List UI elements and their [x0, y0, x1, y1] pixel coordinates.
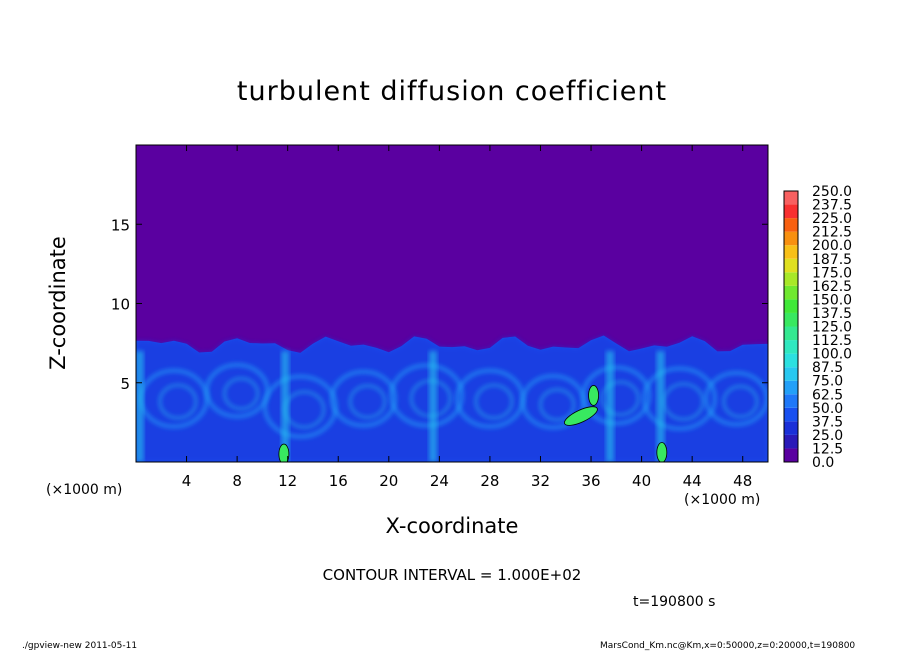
footer-left: ./gpview-new 2011-05-11: [22, 641, 138, 651]
colorbar: 0.012.525.037.550.062.575.087.5100.0112.…: [783, 184, 852, 471]
colorbar-label: 137.5: [812, 306, 852, 322]
eddy-core: [349, 384, 386, 419]
colorbar-swatch: [784, 312, 798, 327]
colorbar-swatch: [784, 258, 798, 273]
footer-right: MarsCond_Km.nc@Km,x=0:50000,z=0:20000,t=…: [600, 641, 856, 651]
x-tick-label: 20: [379, 472, 398, 490]
colorbar-swatch: [784, 231, 798, 246]
eddy: [581, 365, 651, 425]
colorbar-frame: [783, 190, 799, 463]
eddy-core: [474, 384, 513, 420]
colorbar-label: 225.0: [812, 211, 852, 227]
colorbar-swatch: [784, 394, 798, 408]
eddy: [389, 363, 464, 428]
x-tick-label: 16: [329, 472, 348, 490]
colorbar-label: 37.5: [812, 414, 843, 430]
colorbar-label: 0.0: [812, 455, 834, 471]
z-unit-label: (×1000 m): [46, 482, 123, 498]
plume: [429, 351, 438, 462]
colorbar-swatch: [784, 380, 798, 395]
colorbar-swatch: [784, 204, 798, 219]
colorbar-label: 187.5: [812, 252, 852, 268]
colorbar-swatch: [784, 434, 798, 449]
eddy: [330, 370, 397, 427]
x-tick-label: 36: [581, 472, 600, 490]
colorbar-swatch: [784, 299, 798, 313]
x-tick-label: 32: [531, 472, 550, 490]
colorbar-label: 50.0: [812, 401, 843, 417]
colorbar-swatch: [784, 407, 798, 422]
eddy: [642, 367, 717, 431]
x-tick-label: 4: [182, 472, 192, 490]
colorbar-label: 100.0: [812, 347, 852, 363]
time-label: t=190800 s: [633, 594, 716, 610]
contour-interval-label: CONTOUR INTERVAL = 1.000E+02: [322, 566, 582, 584]
colorbar-label: 250.0: [812, 184, 852, 200]
x-tick-label: 44: [683, 472, 702, 490]
plume: [606, 351, 614, 462]
x-axis: 4 8 12 16 20 24 28 32 36 40 44 48: [182, 145, 752, 490]
colorbar-label: 25.0: [812, 428, 843, 444]
y-tick-label: 10: [111, 296, 130, 314]
high-value-region: [588, 385, 599, 406]
eddy: [704, 371, 768, 426]
x-tick-label: 28: [480, 472, 499, 490]
colorbar-label: 112.5: [812, 333, 852, 349]
colorbar-swatch: [784, 191, 798, 205]
x-tick-label: 12: [278, 472, 297, 490]
x-tick-label: 40: [632, 472, 651, 490]
colorbar-label: 162.5: [812, 279, 852, 295]
colorbar-label: 87.5: [812, 360, 843, 376]
colorbar-swatch: [784, 326, 798, 341]
chart-title: turbulent diffusion coefficient: [236, 76, 668, 107]
colorbar-swatch: [784, 353, 798, 368]
colorbar-swatch: [784, 448, 798, 462]
eddy-core: [601, 380, 640, 416]
x-tick-label: 48: [733, 472, 752, 490]
plume: [136, 351, 144, 462]
y-tick-label: 5: [120, 375, 130, 393]
high-value-region: [656, 442, 668, 462]
x-tick-label: 24: [430, 472, 449, 490]
turbulent-field: [136, 335, 768, 462]
colorbar-swatch: [784, 272, 798, 286]
colorbar-swatch: [784, 245, 798, 259]
colorbar-label: 237.5: [812, 198, 852, 214]
eddy: [205, 363, 269, 418]
colorbar-label: 75.0: [812, 374, 843, 390]
plume: [656, 351, 665, 462]
eddy-core: [223, 377, 259, 410]
high-value-region: [278, 443, 290, 462]
colorbar-label: 125.0: [812, 320, 852, 336]
high-value-region: [564, 406, 598, 426]
eddy-core: [722, 385, 759, 418]
colorbar-swatch: [784, 421, 798, 435]
colorbar-label: 12.5: [812, 441, 843, 457]
eddy: [263, 374, 338, 439]
boundary-layer-shade: [136, 335, 768, 462]
colorbar-swatch: [784, 218, 798, 232]
colorbar-swatch: [784, 367, 798, 381]
colorbar-label: 62.5: [812, 387, 843, 403]
y-axis: 5 10 15: [111, 216, 768, 393]
colorbar-label: 150.0: [812, 292, 852, 308]
eddy-core: [158, 384, 197, 420]
y-tick-label: 15: [111, 216, 130, 234]
x-unit-label: (×1000 m): [684, 492, 761, 508]
x-tick-label: 8: [232, 472, 242, 490]
colorbar-swatch: [784, 340, 798, 354]
colorbar-label: 175.0: [812, 265, 852, 281]
colorbar-label: 212.5: [812, 225, 852, 241]
eddy-core: [539, 388, 575, 421]
colorbar-label: 200.0: [812, 238, 852, 254]
plume: [281, 351, 290, 462]
x-axis-label: X-coordinate: [385, 514, 519, 538]
colorbar-swatch: [784, 285, 798, 300]
